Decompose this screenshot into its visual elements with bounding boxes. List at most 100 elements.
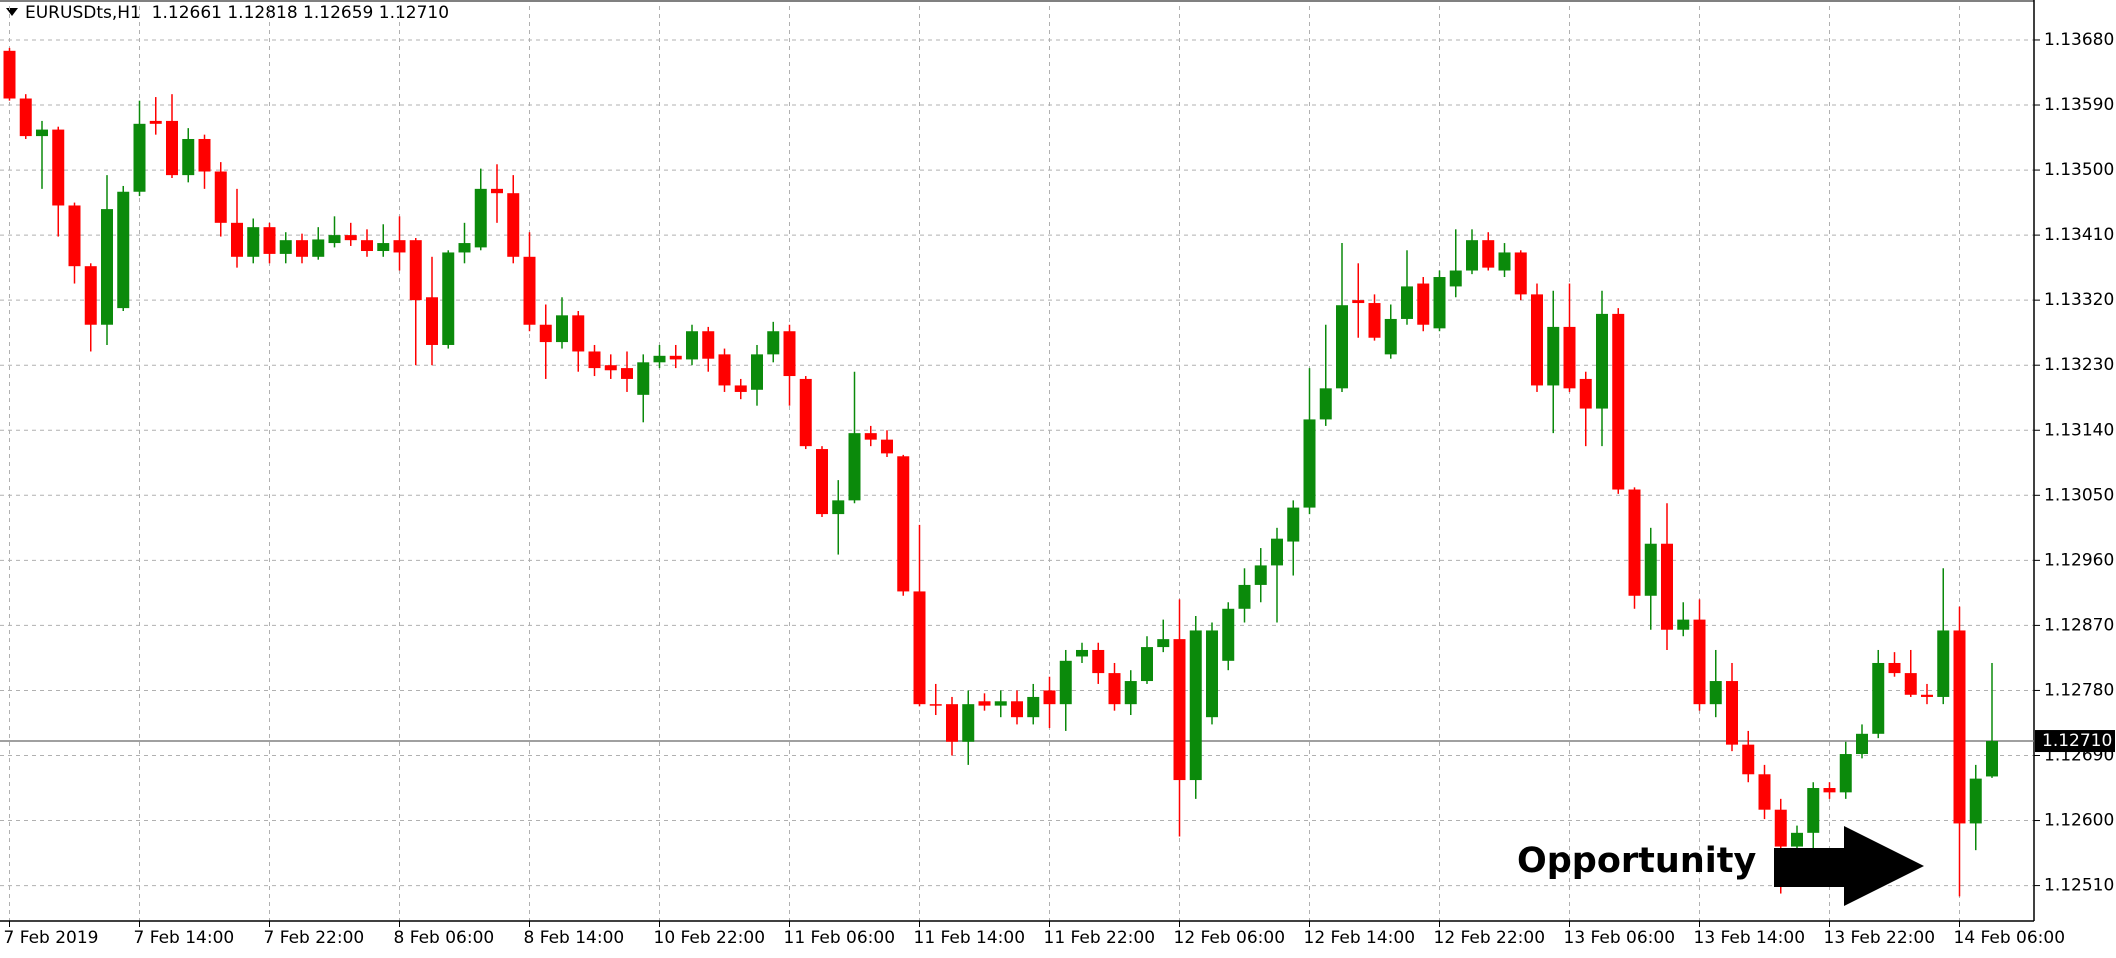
candle-body (1271, 538, 1283, 566)
candle-body (1173, 639, 1186, 781)
candle-body (182, 138, 195, 176)
candle-body (1238, 584, 1251, 609)
candle-body (913, 591, 926, 705)
price-label-box (2035, 730, 2115, 753)
candle-body (1531, 294, 1543, 386)
candle-body (978, 701, 991, 706)
candle-body (361, 240, 373, 252)
candle-body (214, 171, 227, 223)
candle-body (1157, 639, 1170, 648)
candle-body (247, 227, 260, 257)
candle-body (1547, 326, 1560, 386)
candle-body (946, 704, 958, 742)
candle-body (1904, 673, 1917, 695)
y-tick-label: 1.12510 (2044, 876, 2114, 896)
candle-body (1661, 543, 1673, 630)
x-tick-label: 12 Feb 22:00 (1434, 928, 1546, 948)
candle-body (897, 456, 910, 592)
candle-body (1319, 388, 1332, 420)
candle-body (19, 98, 32, 137)
candle-body (799, 378, 812, 447)
candle-body (1482, 240, 1495, 268)
y-tick-label: 1.13140 (2044, 420, 2114, 440)
y-tick-label: 1.13590 (2044, 95, 2114, 115)
candle-body (1709, 681, 1722, 705)
y-tick-label: 1.13230 (2044, 355, 2114, 375)
candle-body (1774, 809, 1787, 847)
arrow-shaft (1774, 848, 1846, 887)
candle-body (881, 439, 893, 454)
candle-body (734, 385, 747, 392)
candle-body (604, 365, 617, 371)
candle-body (491, 188, 503, 194)
y-tick-label: 1.12960 (2044, 550, 2114, 570)
y-tick-label: 1.13050 (2044, 485, 2114, 505)
y-tick-label: 1.12780 (2044, 680, 2114, 700)
candle-body (231, 222, 243, 257)
candle-body (556, 315, 568, 343)
candle-body (52, 129, 65, 206)
candle-body (426, 297, 438, 345)
candle-body (1726, 681, 1738, 745)
candle-body (669, 355, 682, 360)
candle-body (393, 240, 406, 253)
candle-body (1027, 696, 1040, 718)
x-tick-label: 7 Feb 22:00 (264, 928, 365, 948)
candle-body (751, 354, 763, 390)
y-tick-label: 1.13410 (2044, 225, 2114, 245)
candle-body (767, 331, 780, 355)
candle-body (1856, 733, 1868, 755)
candle-body (1742, 744, 1755, 775)
candle-body (1791, 832, 1803, 847)
candle-body (637, 362, 650, 395)
candle-body (458, 243, 471, 253)
candle-body (572, 315, 585, 352)
candle-body (523, 256, 536, 325)
candle-body (1644, 543, 1657, 596)
candle-body (1124, 681, 1137, 705)
candle-body (686, 331, 698, 360)
x-tick-label: 11 Feb 22:00 (1044, 928, 1156, 948)
x-tick-label: 14 Feb 06:00 (1954, 928, 2066, 948)
candle-body (1612, 313, 1625, 490)
x-tick-label: 10 Feb 22:00 (654, 928, 766, 948)
candle-body (702, 331, 715, 359)
candle-body (84, 266, 97, 325)
price-label: 1.12710 (2042, 731, 2112, 751)
candle-body (1628, 489, 1641, 596)
y-tick-label: 1.13320 (2044, 290, 2114, 310)
candle-body (1969, 778, 1982, 824)
candle-body (1352, 300, 1365, 304)
arrow-head (1844, 826, 1924, 906)
candle-body (296, 240, 308, 257)
candle-body (1937, 630, 1950, 697)
candle-body (1417, 283, 1430, 325)
candle-body (263, 227, 276, 254)
candle-body (1384, 318, 1397, 355)
candle-body (1189, 630, 1202, 781)
candle-body (442, 252, 455, 345)
candle-body (36, 129, 48, 137)
candle-body (832, 500, 845, 515)
x-tick-label: 13 Feb 22:00 (1824, 928, 1936, 948)
annotation: Opportunity (1517, 841, 1756, 881)
candle-body (1449, 270, 1462, 287)
x-tick-label: 12 Feb 06:00 (1174, 928, 1286, 948)
candle-body (1953, 630, 1966, 824)
candle-body (1092, 649, 1105, 674)
candle-body (1807, 788, 1820, 833)
candle-body (1839, 754, 1852, 793)
y-tick-label: 1.12870 (2044, 615, 2114, 635)
candle-body (3, 50, 16, 99)
candle-body (474, 188, 487, 248)
candle-body (1076, 649, 1088, 657)
candle-body (1433, 277, 1446, 329)
candle-body (149, 120, 162, 124)
candle-body (198, 138, 211, 172)
candle-body (1466, 240, 1478, 271)
candle-body (1336, 305, 1348, 389)
candle-body (312, 239, 325, 257)
candle-body (864, 433, 877, 440)
